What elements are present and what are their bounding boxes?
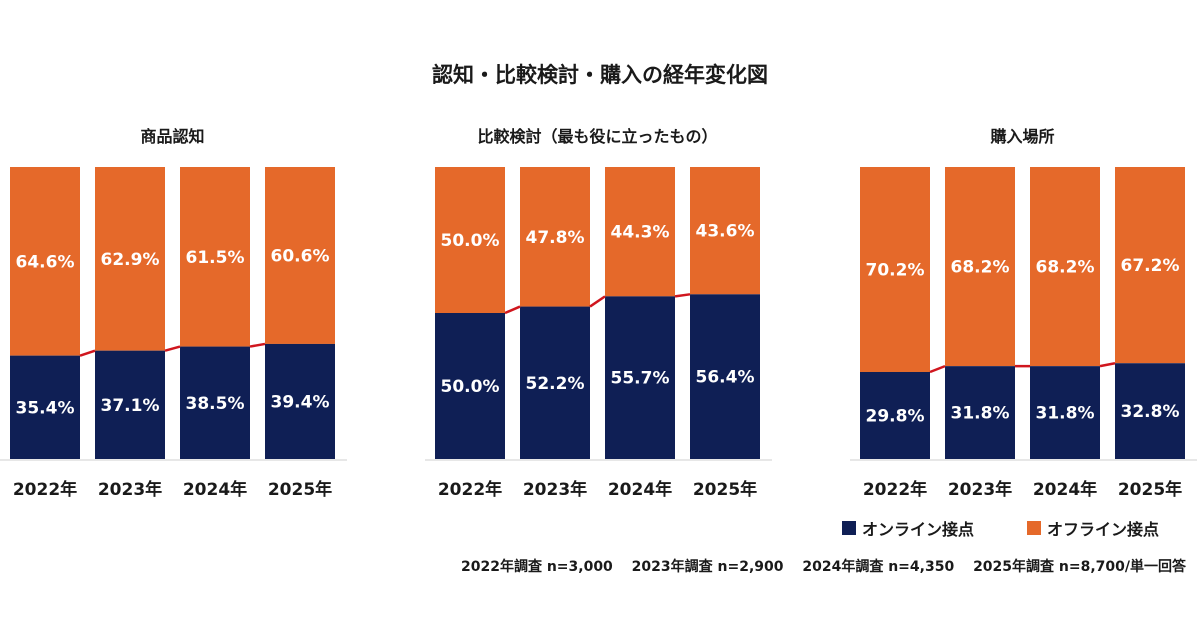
x-tick-label: 2025年 <box>693 479 757 500</box>
data-label-offline: 67.2% <box>1121 256 1180 276</box>
x-tick-label: 2023年 <box>98 479 162 500</box>
data-label-online: 35.4% <box>16 398 75 418</box>
bar-offline <box>180 167 250 347</box>
bar-online <box>1115 363 1185 459</box>
bar-offline <box>95 167 165 351</box>
panel-title: 商品認知 <box>140 127 204 146</box>
panel-title: 比較検討（最も役に立ったもの） <box>477 127 717 146</box>
bar-offline <box>945 167 1015 367</box>
data-label-online: 31.8% <box>951 404 1010 424</box>
trend-connector-line <box>249 342 266 348</box>
data-label-online: 37.1% <box>101 396 160 416</box>
data-label-offline: 61.5% <box>186 248 245 268</box>
panel-2: 比較検討（最も役に立ったもの） 50.0% 50.0% 2022年 47.8% 52.2%… <box>425 127 772 500</box>
x-tick-label: 2022年 <box>438 479 502 500</box>
x-tick-label: 2025年 <box>268 479 332 500</box>
bar-online <box>95 350 165 459</box>
bar-offline <box>265 167 335 344</box>
panel-title: 購入場所 <box>989 127 1054 146</box>
bar-online <box>10 355 80 459</box>
trend-connector-line <box>674 293 691 298</box>
data-label-online: 56.4% <box>696 368 755 388</box>
bar-online <box>860 371 930 459</box>
survey-note: 2022年調査 n=3,000 2023年調査 n=2,900 2024年調査 … <box>461 558 1187 575</box>
x-tick-label: 2022年 <box>13 479 77 500</box>
bar-offline <box>1115 167 1185 364</box>
legend-swatch-offline <box>1027 521 1041 535</box>
x-tick-label: 2024年 <box>183 479 247 500</box>
data-label-offline: 62.9% <box>101 250 160 270</box>
x-tick-label: 2024年 <box>1033 479 1097 500</box>
bar-online <box>1030 366 1100 459</box>
data-label-online: 50.0% <box>441 377 500 397</box>
data-label-offline: 70.2% <box>866 260 925 280</box>
bar-online <box>690 294 760 459</box>
x-tick-label: 2024年 <box>608 479 672 500</box>
trend-connector-line <box>79 349 96 357</box>
bar-offline <box>860 167 930 372</box>
data-label-online: 29.8% <box>866 406 925 426</box>
data-label-offline: 64.6% <box>16 252 75 272</box>
bar-online <box>435 313 505 459</box>
data-label-offline: 60.6% <box>271 246 330 266</box>
data-label-offline: 43.6% <box>696 222 755 242</box>
data-label-offline: 68.2% <box>1036 258 1095 278</box>
panel-3: 購入場所 70.2% 29.8% 2022年 68.2% 31.8% 2023年 68.2% 3… <box>850 127 1197 500</box>
panel-1: 商品認知 64.6% 35.4% 2022年 62.9% 37.1% 2023年 61.5% 3… <box>0 127 347 500</box>
data-label-offline: 44.3% <box>611 223 670 243</box>
data-label-online: 38.5% <box>186 394 245 414</box>
data-label-online: 52.2% <box>526 374 585 394</box>
x-tick-label: 2023年 <box>523 479 587 500</box>
bar-offline <box>435 167 505 313</box>
bar-offline <box>605 167 675 297</box>
trend-connector-line <box>589 295 606 308</box>
x-tick-label: 2023年 <box>948 479 1012 500</box>
bar-offline <box>690 167 760 295</box>
data-label-online: 39.4% <box>271 392 330 412</box>
bar-online <box>265 343 335 459</box>
trend-connector-line <box>929 364 946 374</box>
bar-online <box>945 366 1015 459</box>
bar-online <box>180 346 250 459</box>
data-label-offline: 47.8% <box>526 228 585 248</box>
x-tick-label: 2025年 <box>1118 479 1182 500</box>
data-label-online: 31.8% <box>1036 404 1095 424</box>
data-label-offline: 50.0% <box>441 231 500 251</box>
legend: オンライン接点 オフライン接点 <box>842 520 1159 539</box>
bar-offline <box>1030 167 1100 367</box>
x-tick-label: 2022年 <box>863 479 927 500</box>
legend-label-online: オンライン接点 <box>862 520 974 539</box>
bar-offline <box>520 167 590 307</box>
bar-online <box>605 296 675 459</box>
legend-label-offline: オフライン接点 <box>1047 520 1159 539</box>
bar-offline <box>10 167 80 356</box>
trend-connector-line <box>504 305 521 315</box>
trend-connector-line <box>1099 361 1116 368</box>
trend-connector-line <box>164 345 181 352</box>
legend-swatch-online <box>842 521 856 535</box>
bar-online <box>520 306 590 459</box>
chart-title: 認知・比較検討・購入の経年変化図 <box>432 63 768 87</box>
data-label-online: 32.8% <box>1121 402 1180 422</box>
data-label-offline: 68.2% <box>951 258 1010 278</box>
data-label-online: 55.7% <box>611 369 670 389</box>
